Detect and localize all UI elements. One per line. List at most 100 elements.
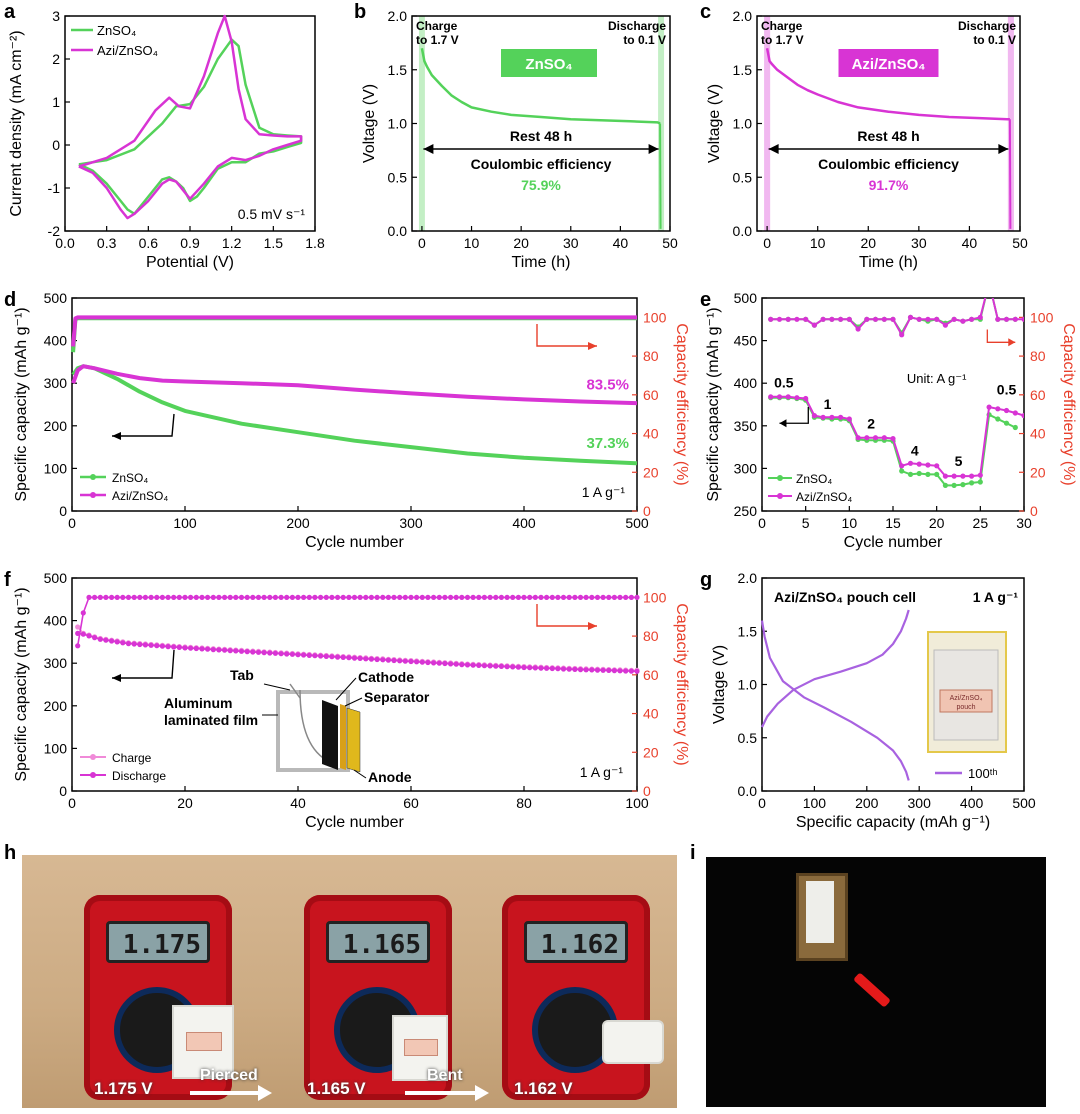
plot-frame-f — [71, 577, 638, 792]
unit-label-e: Unit: A g⁻¹ — [907, 371, 967, 386]
series-f-2-point-49 — [351, 594, 358, 601]
inset-label-film1-f: Aluminum — [164, 695, 232, 711]
series-e-3-point-12 — [872, 316, 879, 322]
multimeter-2-display: 1.165 — [326, 921, 430, 963]
legend-marker-f-0 — [90, 754, 96, 760]
series-e-2 — [770, 298, 1016, 335]
plot-frame-c — [756, 15, 1021, 232]
series-f-1-point-85 — [555, 666, 561, 672]
x-tick-label-c-1: 10 — [810, 235, 826, 251]
y-axis-label-f: Specific capacity (mAh g⁻¹) — [13, 587, 30, 781]
x-tick-label-d-0: 0 — [68, 515, 76, 531]
series-e-1-point-2 — [785, 394, 791, 400]
series-f-2-point-42 — [312, 594, 318, 601]
y-tick-label-g-4: 2.0 — [738, 570, 758, 586]
y-tick-label-c-1: 0.5 — [733, 169, 753, 185]
series-e-1-point-11 — [864, 435, 870, 441]
x-tick-label-d-3: 300 — [399, 515, 423, 531]
series-e-3-point-8 — [838, 316, 844, 322]
y-tick-label-g-0: 0.0 — [738, 783, 758, 799]
series-f-2-point-54 — [380, 594, 386, 601]
inset-photo-label-g — [939, 689, 993, 713]
series-f-1-point-55 — [385, 657, 391, 663]
arrowhead-right-d — [588, 342, 597, 350]
y2-axis-label-d: Capacity efficiency (%) — [673, 323, 690, 485]
x-tick-label-a-2: 0.6 — [139, 235, 159, 251]
y2-tick-label-d-3: 60 — [643, 387, 659, 403]
inset-photo-text-2-g: pouch — [956, 704, 975, 711]
series-e-1-point-10 — [855, 435, 861, 441]
legend-marker-d-0 — [90, 474, 96, 480]
inset-anode-f — [346, 707, 361, 773]
annotation-d: 1 A g⁻¹ — [582, 484, 626, 500]
rate-label-e-1: 1 — [824, 396, 832, 412]
y-tick-label-g-1: 0.5 — [738, 730, 758, 746]
panel-label-i: i — [690, 842, 696, 864]
x-tick-label-e-0: 0 — [758, 515, 766, 531]
series-f-1-point-30 — [244, 649, 250, 655]
panel-label-h: h — [4, 842, 17, 864]
series-e-3-point-4 — [803, 316, 809, 322]
series-e-3-point-25 — [987, 280, 992, 285]
series-f-2-point-4 — [97, 594, 103, 601]
series-f-2-point-12 — [142, 594, 148, 601]
series-d-2 — [71, 316, 637, 353]
ce-value-c: 91.7% — [869, 177, 909, 193]
panel-label-d: d — [4, 289, 16, 311]
series-e-3-point-10 — [855, 326, 861, 332]
series-e-3-point-21 — [951, 316, 957, 322]
series-f-2-point-14 — [154, 594, 160, 601]
label-zn-d: 37.3% — [586, 435, 629, 452]
series-e-3-point-13 — [881, 316, 887, 322]
legend-label-f-0: Charge — [112, 751, 152, 765]
series-f-2-point-75 — [498, 594, 504, 601]
inset-leader-tab-f — [263, 683, 291, 691]
series-f-2-point-56 — [391, 594, 397, 601]
series-e-3-point-24 — [977, 314, 983, 320]
series-e-3-point-19 — [934, 316, 940, 322]
series-f-2-point-88 — [572, 594, 578, 601]
series-f-1-point-83 — [544, 665, 550, 671]
series-f-2-point-45 — [329, 594, 335, 601]
series-f-1-point-66 — [448, 661, 454, 667]
series-f-1-point-87 — [566, 666, 572, 672]
arrow-bar-2 — [405, 1091, 477, 1095]
rate-label-e-5: 0.5 — [997, 381, 1017, 397]
series-f-1-point-86 — [560, 666, 567, 672]
series-e-1-point-0 — [768, 394, 774, 400]
series-f-1-point-6 — [109, 638, 115, 644]
series-e-3-point-9 — [846, 316, 852, 322]
charge-sub-b: to 1.7 V — [416, 33, 459, 47]
arrow-label-bent: Bent — [427, 1067, 463, 1084]
series-f-2-point-94 — [606, 594, 612, 601]
series-f-1-point-4 — [97, 636, 103, 642]
series-e-0-point-17 — [916, 470, 922, 477]
series-f-1-point-43 — [318, 653, 324, 659]
y2-tick-label-f-1: 20 — [643, 744, 659, 760]
series-f-1-point-60 — [414, 659, 420, 665]
x-tick-label-f-4: 80 — [516, 795, 532, 811]
series-f-2-point-52 — [368, 594, 374, 601]
series-f-2-point-89 — [577, 594, 584, 601]
pouch-cell-inset-f — [262, 677, 367, 779]
series-f-1-point-51 — [363, 656, 369, 662]
series-e-0-point-23 — [969, 480, 975, 486]
series-f-2-point-26 — [222, 594, 228, 601]
series-f-1-point-57 — [397, 658, 403, 664]
series-f-1-point-23 — [205, 646, 211, 652]
annotation-f: 1 A g⁻¹ — [580, 764, 624, 780]
series-f-1-point-24 — [210, 647, 216, 653]
inset-cathode-f — [322, 700, 338, 770]
series-c — [765, 48, 1010, 121]
arrowhead-left-f — [112, 674, 121, 682]
series-f-1-point-63 — [431, 660, 437, 666]
series-f-2-point-21 — [193, 594, 199, 601]
series-f-1-point-11 — [137, 641, 143, 648]
badge-text-c: Azi/ZnSO₄ — [852, 56, 926, 73]
panel-label-e: e — [700, 289, 711, 311]
series-f-2-point-65 — [442, 594, 448, 601]
badge-bg-b — [501, 49, 597, 77]
series-f-1-point-7 — [114, 639, 120, 645]
series-e-3-point-1 — [776, 316, 783, 322]
y-tick-label-e-4: 450 — [734, 333, 758, 349]
